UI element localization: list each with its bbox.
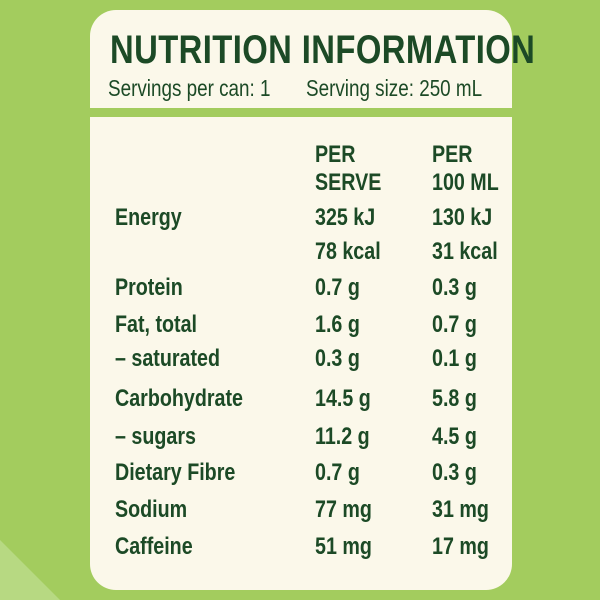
per-serve-value: 11.2 g [315, 423, 370, 450]
per-100ml-value: 31 kcal [432, 238, 498, 265]
row-label: Caffeine [115, 533, 193, 560]
per-serve-value: 78 kcal [315, 238, 381, 265]
per-100ml-value: 130 kJ [432, 204, 493, 231]
per-100ml-value: 0.3 g [432, 459, 477, 486]
per-serve-value: 0.7 g [315, 274, 360, 301]
per-100ml-value: 5.8 g [432, 385, 477, 412]
per-100ml-value: 0.7 g [432, 311, 477, 338]
row-label: Sodium [115, 496, 188, 523]
row-label: – sugars [115, 423, 196, 450]
per-serve-value: 51 mg [315, 533, 372, 560]
per-serve-value: 0.3 g [315, 345, 360, 372]
header-panel: NUTRITION INFORMATION Servings per can: … [90, 10, 535, 108]
column-header: 100 ML [432, 169, 499, 196]
row-label: Protein [115, 274, 183, 301]
column-header: PER [315, 141, 356, 168]
per-serve-value: 1.6 g [315, 311, 360, 338]
nutrition-table: PER SERVE PER 100 ML Energy 325 kJ 130 kJ 78 kc… [90, 117, 512, 590]
per-serve-value: 77 mg [315, 496, 372, 523]
per-serve-value: 325 kJ [315, 204, 376, 231]
per-100ml-value: 31 mg [432, 496, 489, 523]
column-header: PER [432, 141, 473, 168]
row-label: Carbohydrate [115, 385, 243, 412]
column-header: SERVE [315, 169, 382, 196]
row-label: – saturated [115, 345, 221, 372]
per-serve-value: 0.7 g [315, 459, 360, 486]
per-100ml-value: 0.3 g [432, 274, 477, 301]
per-100ml-value: 17 mg [432, 533, 489, 560]
per-100ml-value: 4.5 g [432, 423, 477, 450]
row-label: Energy [115, 204, 182, 231]
title: NUTRITION INFORMATION [110, 28, 536, 72]
row-label: Fat, total [115, 311, 197, 338]
row-label: Dietary Fibre [115, 459, 236, 486]
servings-per-can: Servings per can: 1 [108, 75, 271, 101]
serving-size: Serving size: 250 mL [306, 75, 483, 101]
per-100ml-value: 0.1 g [432, 345, 477, 372]
per-serve-value: 14.5 g [315, 385, 371, 412]
corner-shape [0, 540, 60, 600]
